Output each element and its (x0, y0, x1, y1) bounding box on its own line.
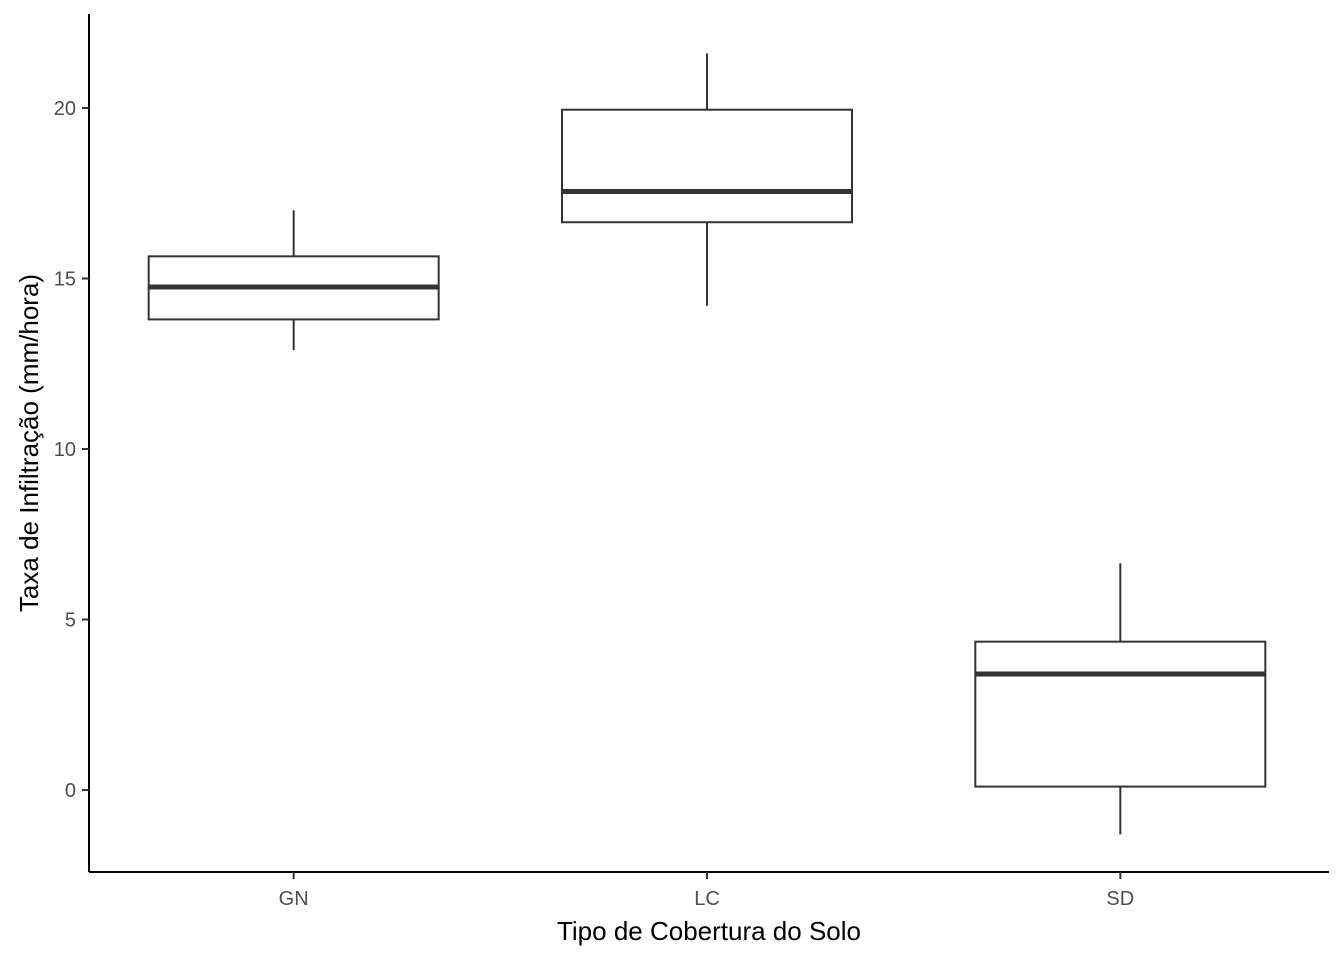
y-tick-label: 5 (65, 610, 76, 632)
y-tick-label: 10 (54, 439, 76, 461)
box-iqr (974, 640, 1267, 788)
x-ticks-layer: GN LC SD (279, 872, 1134, 910)
x-tick-label: GN (279, 888, 309, 910)
x-tick-label: SD (1106, 888, 1134, 910)
x-axis-title: Tipo de Cobertura do Solo (557, 916, 861, 946)
box-gn (147, 210, 440, 351)
box-sd (974, 563, 1267, 835)
axes-layer (88, 14, 1329, 873)
y-tick-label: 0 (65, 780, 76, 802)
x-tick-label: LC (694, 888, 720, 910)
box-iqr (561, 108, 853, 224)
y-axis-title: Taxa de Infiltração (mm/hora) (14, 274, 44, 612)
boxes-layer (147, 53, 1267, 835)
box-lc (561, 53, 853, 306)
y-ticks-layer: 0 5 10 15 20 (54, 98, 89, 802)
y-tick-label: 20 (54, 98, 76, 120)
y-tick-label: 15 (54, 269, 76, 291)
